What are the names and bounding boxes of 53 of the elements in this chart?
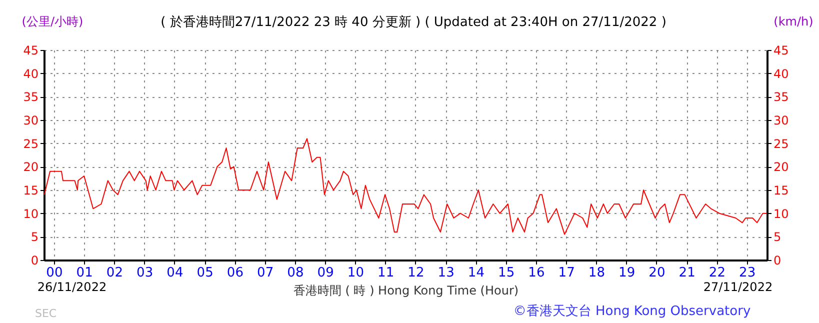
text: ©香港天文台 Hong Kong Observatory [513,304,751,319]
line-series [44,138,768,235]
y-tick-label: 25 [23,136,38,151]
x-tick-label: 03 [136,266,154,280]
y-tick-label: 35 [23,90,38,104]
x-tick-label: 17 [558,266,575,280]
x-tick-label: 00 [46,266,63,280]
x-tick-label: 15 [498,266,515,280]
chart-title: ( 於香港時間27/11/2022 23 時 40 分更新 ) ( Updated at 23:40H on 27/11/2022 ) [160,15,666,30]
x-tick-label: 16 [528,266,545,280]
x-tick-label: 10 [347,266,364,280]
y2-tick-label: 10 [774,206,789,221]
y2-axis-title: (km/h) [774,14,814,28]
y-tick-label: 10 [23,206,38,221]
y-axis-title: (公里/小時) [22,14,84,28]
x-tick-label: 20 [648,266,666,280]
y-tick-label: 20 [23,160,38,174]
y-tick-label: 5 [30,230,38,244]
x-tick-label: 08 [287,266,304,280]
y-tick-label: 40 [23,66,38,81]
x-tick-label: 19 [618,266,636,280]
y2-tick-label: 40 [774,66,789,81]
x-tick-label: 18 [588,266,605,280]
y-tick-label: 45 [23,44,38,58]
text: 26/11/2022 [37,280,107,294]
y2-tick-label: 15 [774,184,789,198]
y-tick-label: 30 [23,114,38,128]
x-tick-label: 22 [708,266,726,280]
x-tick-label: 06 [226,266,244,280]
y2-tick-label: 25 [774,136,789,151]
y2-tick-label: 20 [774,160,789,174]
x-tick-label: 12 [408,266,424,280]
x-tick-label: 01 [76,266,93,280]
y2-tick-label: 35 [774,90,789,104]
y-tick-label: 15 [23,184,38,198]
x-tick-label: 04 [166,266,184,280]
y2-tick-label: 45 [774,44,789,58]
y-tick-label: 0 [30,254,38,268]
x-tick-label: 05 [196,266,214,280]
x-tick-label: 07 [257,266,274,280]
x-tick-label: 13 [438,266,454,280]
x-axis-title: 香港時間 ( 時 ) Hong Kong Time (Hour) [293,284,519,298]
x-tick-label: 09 [317,266,334,280]
y2-tick-label: 5 [774,230,782,244]
y2-tick-label: 30 [774,114,789,128]
x-tick-label: 14 [468,266,484,280]
text: SEC [35,307,57,320]
x-tick-label: 02 [106,266,123,280]
text: 27/11/2022 [703,280,773,294]
x-tick-label: 11 [378,266,394,280]
y2-tick-label: 0 [774,254,782,268]
x-tick-label: 23 [739,266,756,280]
x-tick-label: 21 [678,266,696,280]
